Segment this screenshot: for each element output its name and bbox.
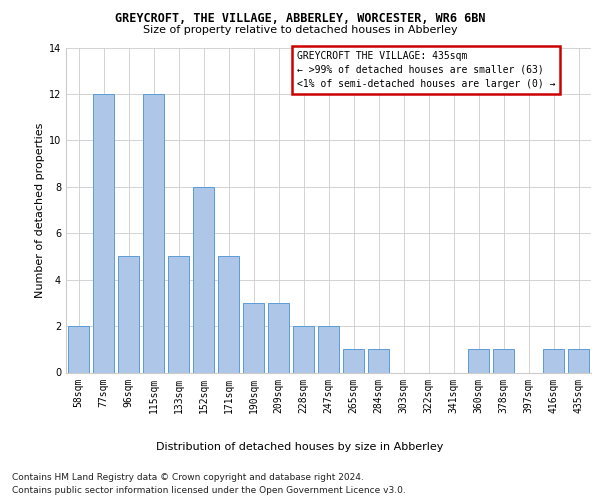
Y-axis label: Number of detached properties: Number of detached properties (35, 122, 44, 298)
Bar (368, 350, 389, 372)
Bar (218, 256, 239, 372)
Text: Distribution of detached houses by size in Abberley: Distribution of detached houses by size … (157, 442, 443, 452)
Bar (268, 303, 289, 372)
Bar (468, 350, 489, 372)
Bar (343, 350, 364, 372)
Bar (68, 326, 89, 372)
Text: Contains HM Land Registry data © Crown copyright and database right 2024.: Contains HM Land Registry data © Crown c… (12, 472, 364, 482)
Bar (193, 187, 214, 372)
Text: Contains public sector information licensed under the Open Government Licence v3: Contains public sector information licen… (12, 486, 406, 495)
Bar (543, 350, 564, 372)
Text: Size of property relative to detached houses in Abberley: Size of property relative to detached ho… (143, 25, 457, 35)
Text: GREYCROFT, THE VILLAGE, ABBERLEY, WORCESTER, WR6 6BN: GREYCROFT, THE VILLAGE, ABBERLEY, WORCES… (115, 12, 485, 26)
Bar (243, 303, 264, 372)
Bar (293, 326, 314, 372)
Bar (118, 256, 139, 372)
Bar (143, 94, 164, 372)
Bar (493, 350, 514, 372)
Bar (93, 94, 114, 372)
Text: GREYCROFT THE VILLAGE: 435sqm
← >99% of detached houses are smaller (63)
<1% of : GREYCROFT THE VILLAGE: 435sqm ← >99% of … (297, 51, 556, 89)
Bar (318, 326, 339, 372)
Bar (568, 350, 589, 372)
Bar (168, 256, 189, 372)
